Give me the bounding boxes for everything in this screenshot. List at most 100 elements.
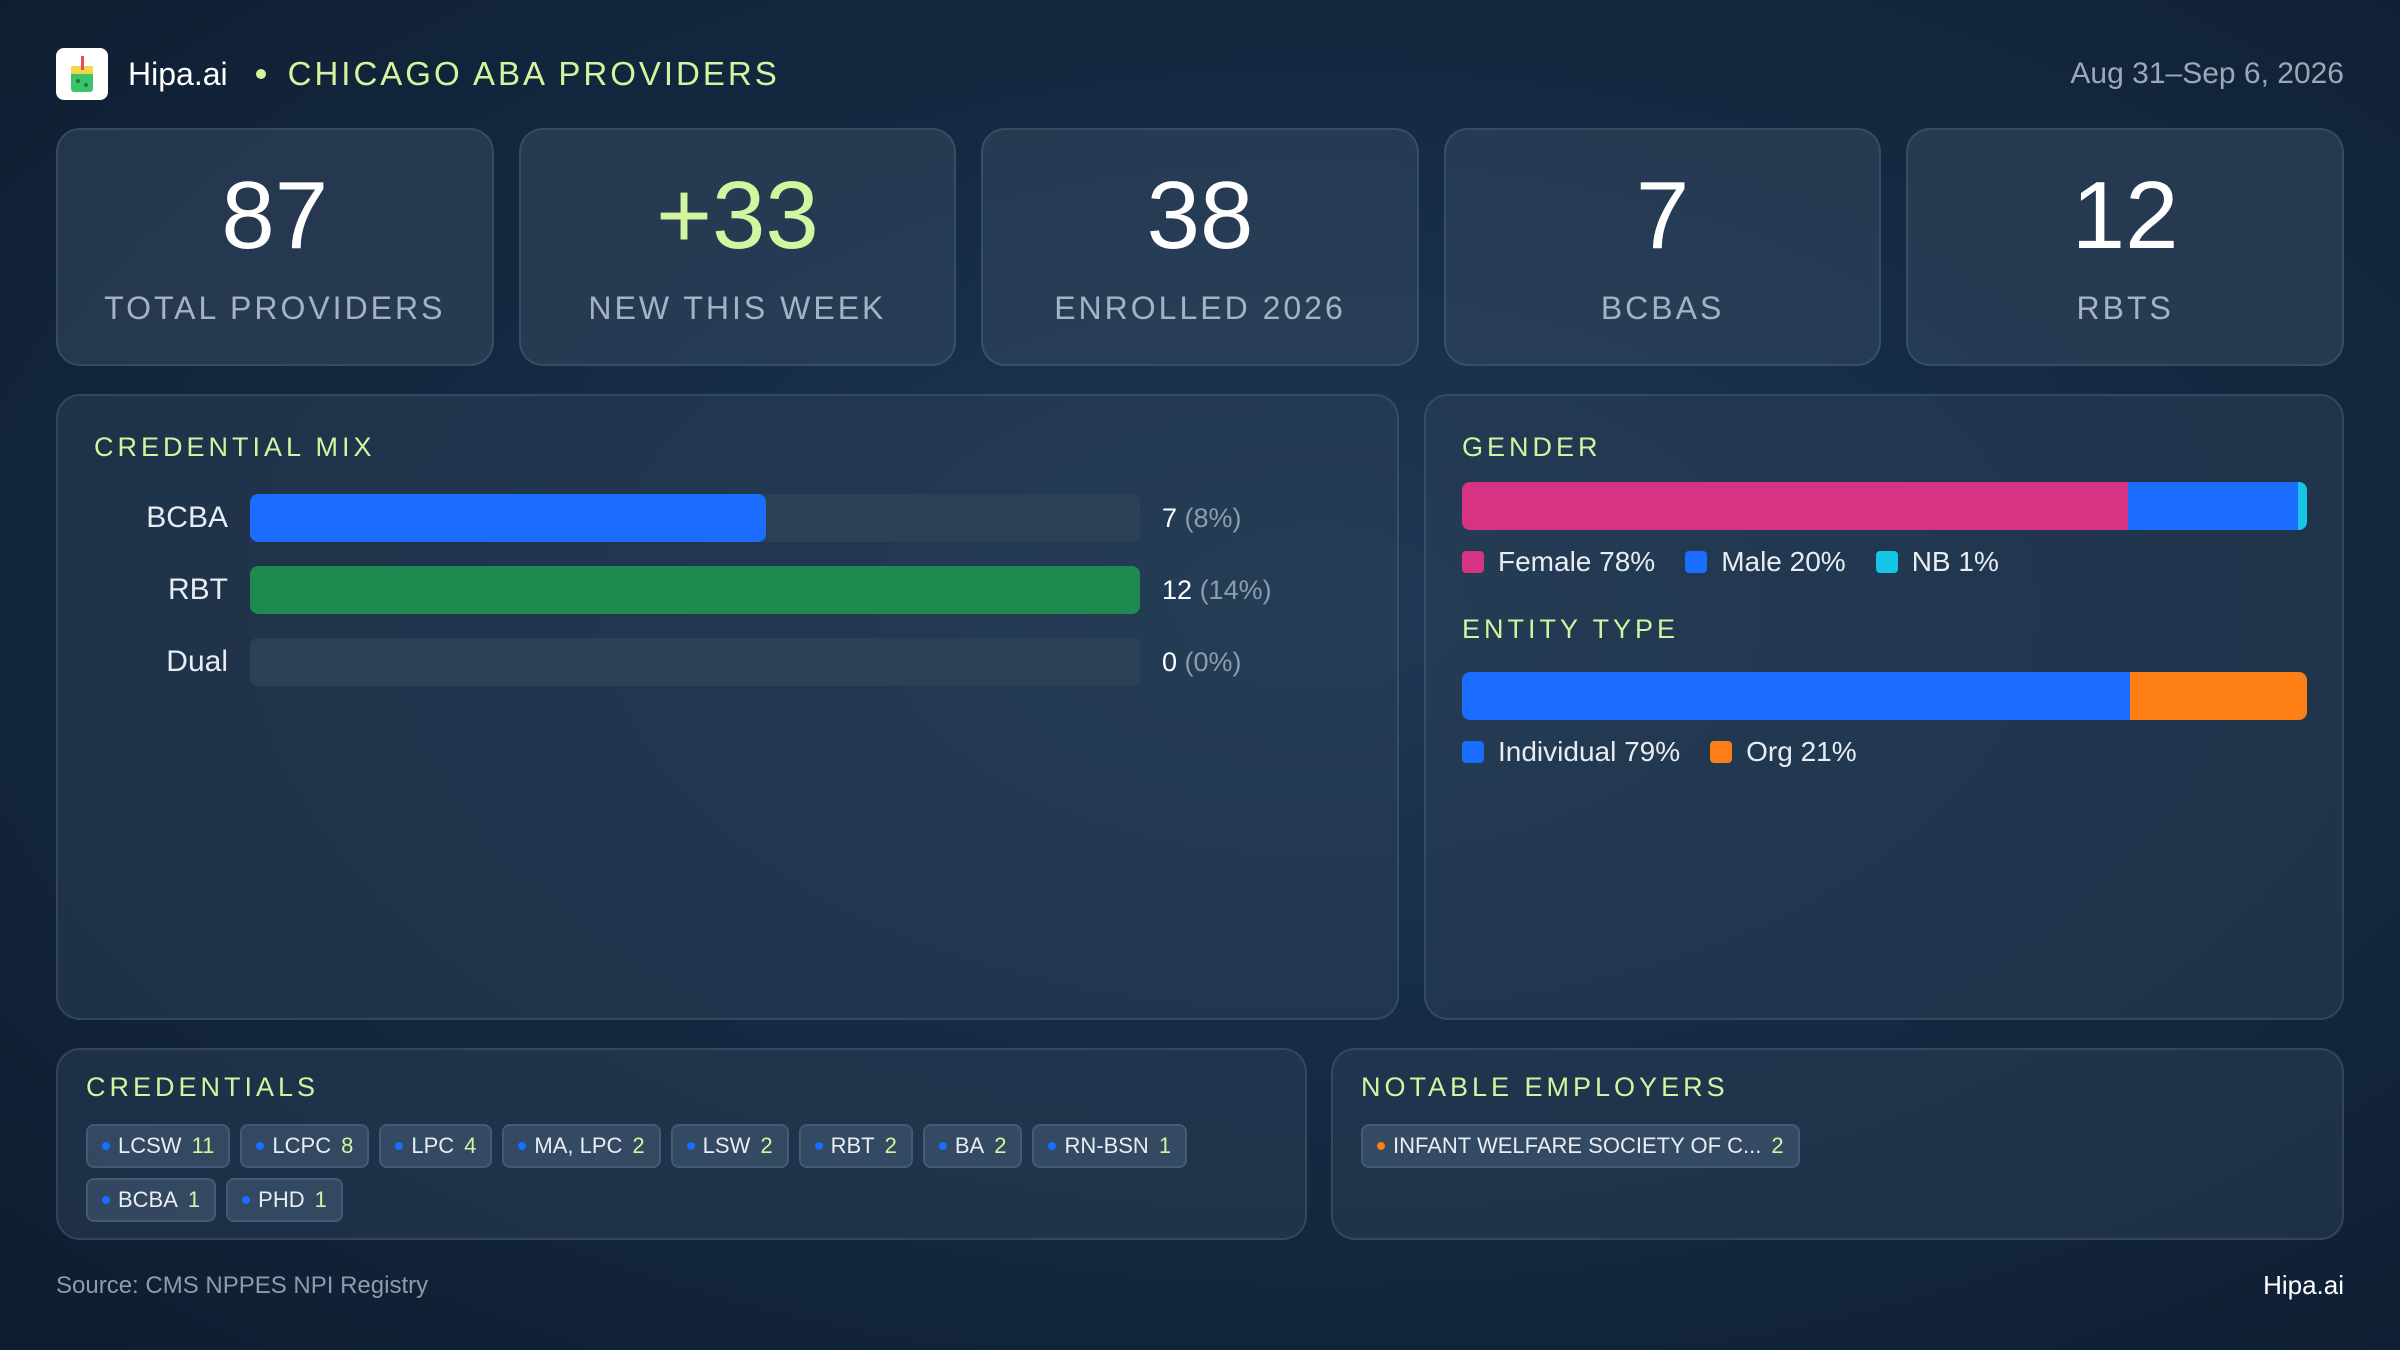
chip-count: 1 — [1158, 1133, 1172, 1158]
chip-dot — [686, 1142, 695, 1150]
chip-label: LPC — [411, 1133, 455, 1158]
kpi-value: 7 — [1635, 161, 1690, 269]
credential-chip: LSW 2 — [670, 1124, 789, 1168]
legend-swatch — [1462, 741, 1484, 763]
mix-percent: (0%) — [1184, 646, 1242, 677]
legend-label: Individual 79% — [1498, 736, 1681, 767]
kpi-rbts: 12 RBTS — [1906, 128, 2344, 366]
credential-chip: MA, LPC 2 — [502, 1124, 661, 1168]
legend-swatch — [1875, 551, 1898, 573]
chip-label: PHD — [258, 1187, 305, 1212]
mix-track — [250, 638, 1140, 686]
employers-panel: NOTABLE EMPLOYERS INFANT WELFARE SOCIETY… — [1331, 1048, 2344, 1240]
source-note: Source: CMS NPPES NPI Registry — [56, 1272, 429, 1299]
credential-chip: BA 2 — [922, 1124, 1023, 1168]
chip-label: BA — [954, 1133, 985, 1158]
chip-dot — [1377, 1142, 1385, 1150]
chip-dot — [395, 1142, 404, 1150]
mix-percent: (8%) — [1184, 502, 1242, 533]
chip-count: 2 — [760, 1133, 773, 1158]
chip-label: BCBA — [118, 1187, 178, 1212]
kpi-label: NEW THIS WEEK — [588, 289, 887, 326]
chip-count: 8 — [341, 1133, 354, 1158]
chip-label: LSW — [702, 1133, 751, 1158]
credential-chip: BCBA 1 — [86, 1178, 217, 1222]
panel-title: NOTABLE EMPLOYERS — [1361, 1072, 1729, 1102]
credential-mix-panel: CREDENTIAL MIX BCBA 7 (8%) RBT 12 (14%) Dual… — [56, 394, 1399, 1020]
chip-count: 1 — [314, 1187, 327, 1212]
chip-count: 1 — [187, 1187, 201, 1212]
credential-chip: PHD 1 — [226, 1178, 343, 1222]
entity-type-title: ENTITY TYPE — [1462, 614, 1680, 644]
mix-label: BCBA — [146, 501, 228, 534]
credential-chip: LCPC 8 — [240, 1124, 370, 1168]
mix-count: 7 — [1162, 502, 1178, 533]
brand-name: Hipa.ai — [128, 55, 228, 92]
kpi-bcbas: 7 BCBAS — [1443, 128, 1882, 366]
mix-bar-fill — [250, 494, 767, 542]
date-range: Aug 31–Sep 6, 2026 — [2070, 57, 2344, 90]
title-separator — [255, 69, 266, 79]
mix-track — [250, 566, 1140, 614]
gender-segment — [2127, 482, 2299, 530]
gender-segment — [1462, 482, 2128, 530]
employer-chip: INFANT WELFARE SOCIETY OF C... 2 — [1361, 1124, 1800, 1168]
panel-title: CREDENTIALS — [86, 1072, 320, 1102]
mix-value: 0 (0%) — [1162, 647, 1242, 678]
kpi-value: 38 — [1146, 161, 1254, 269]
chip-dot — [938, 1142, 947, 1150]
kpi-value: 87 — [221, 161, 329, 269]
legend-swatch — [1685, 551, 1708, 573]
entity-legend-item: Individual 79% — [1462, 736, 1680, 768]
gender-legend-item: Male 20% — [1685, 546, 1846, 578]
drink-cup-icon — [56, 48, 108, 100]
entity-segment — [1462, 672, 2130, 720]
mix-row-rbt: RBT 12 (14%) — [94, 554, 1272, 626]
chip-label: LCSW — [118, 1133, 182, 1158]
gender-bar — [1462, 482, 2307, 530]
chip-label: LCPC — [272, 1133, 332, 1158]
mix-row-dual: Dual 0 (0%) — [94, 626, 1272, 698]
kpi-row: 87 TOTAL PROVIDERS +33 NEW THIS WEEK 38 … — [56, 128, 2344, 366]
kpi-value: +33 — [655, 161, 819, 269]
entity-segment — [2129, 672, 2307, 720]
mix-track — [250, 494, 1140, 542]
mix-label: RBT — [168, 573, 228, 606]
entity-type-bar — [1462, 672, 2307, 720]
credential-chip: RN-BSN 1 — [1032, 1124, 1188, 1168]
entity-legend-item: Org 21% — [1710, 736, 1857, 768]
credential-chip: LCSW 11 — [86, 1124, 231, 1168]
chip-label: RN-BSN — [1064, 1133, 1149, 1158]
chip-dot — [1048, 1142, 1057, 1150]
chip-count: 2 — [884, 1133, 897, 1158]
kpi-enrolled: 38 ENROLLED 2026 — [981, 128, 1419, 366]
chip-label: INFANT WELFARE SOCIETY OF C... — [1393, 1133, 1762, 1158]
chip-dot — [102, 1142, 110, 1150]
chip-label: MA, LPC — [534, 1133, 623, 1158]
legend-swatch — [1710, 741, 1733, 763]
mix-count: 0 — [1162, 646, 1178, 677]
gender-legend-item: Female 78% — [1462, 546, 1655, 578]
mix-value: 7 (8%) — [1162, 503, 1242, 534]
chip-dot — [256, 1142, 265, 1150]
kpi-value: 12 — [2071, 161, 2179, 269]
header: Hipa.ai CHICAGO ABA PROVIDERS Aug 31–Sep… — [56, 46, 2344, 102]
credentials-panel: CREDENTIALS LCSW 11 LCPC 8 LPC 4 MA, LPC 2 LSW 2 R… — [56, 1048, 1307, 1240]
entity-type-legend: Individual 79% Org 21% — [1462, 736, 1857, 768]
legend-swatch — [1462, 551, 1484, 573]
chip-label: RBT — [830, 1133, 875, 1158]
footer-brand: Hipa.ai — [2263, 1270, 2344, 1300]
kpi-label: RBTS — [2076, 289, 2174, 326]
employer-chips: INFANT WELFARE SOCIETY OF C... 2 — [1361, 1124, 2301, 1168]
credential-chips: LCSW 11 LCPC 8 LPC 4 MA, LPC 2 LSW 2 RBT 2 BA 2 RN-BSN… — [86, 1124, 1276, 1222]
kpi-label: ENROLLED 2026 — [1054, 289, 1346, 326]
chip-count: 2 — [1771, 1133, 1784, 1158]
mix-bar-fill — [250, 566, 1140, 614]
gender-title: GENDER — [1462, 432, 1602, 462]
chip-count: 11 — [191, 1133, 215, 1158]
gender-legend: Female 78% Male 20% NB 1% — [1462, 546, 1999, 578]
legend-label: Org 21% — [1746, 736, 1857, 767]
legend-label: Male 20% — [1721, 546, 1846, 577]
gender-segment — [2298, 482, 2307, 530]
chip-dot — [518, 1142, 527, 1150]
